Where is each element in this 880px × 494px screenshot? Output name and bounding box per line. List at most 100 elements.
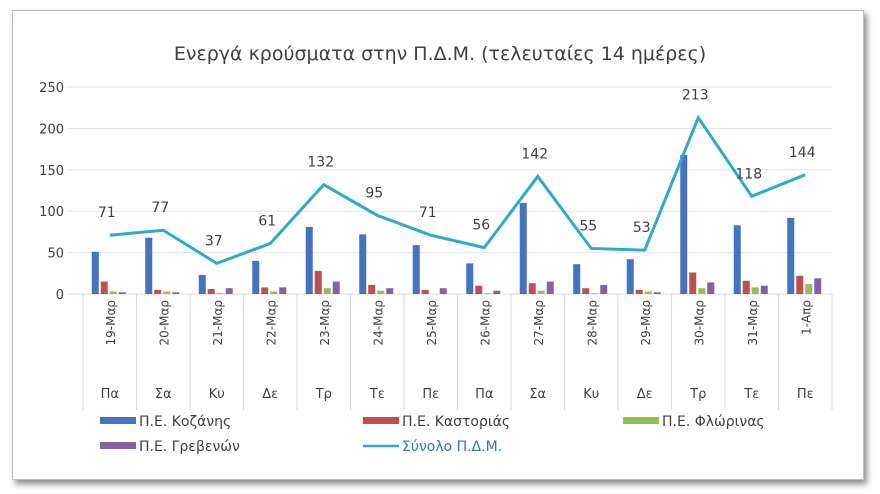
- day-label: Τρ: [689, 387, 706, 402]
- bar-1: [207, 289, 215, 294]
- bar-3: [386, 288, 394, 294]
- data-label: 213: [682, 88, 709, 104]
- data-label: 132: [307, 155, 334, 171]
- bar-0: [626, 259, 634, 294]
- bar-0: [787, 217, 795, 294]
- day-label: Κυ: [583, 387, 599, 402]
- legend-swatch: [363, 417, 399, 424]
- bar-1: [796, 275, 804, 294]
- bar-0: [519, 202, 527, 294]
- total-line: [109, 114, 806, 266]
- bar-2: [323, 288, 331, 294]
- bar-0: [680, 154, 688, 294]
- bar-1: [635, 289, 643, 294]
- bar-2: [377, 290, 385, 294]
- bar-1: [314, 270, 322, 294]
- legend-label: Π.Ε. Καστοριάς: [402, 414, 510, 430]
- data-label: 118: [735, 166, 762, 182]
- bar-2: [591, 293, 599, 294]
- bar-3: [653, 292, 661, 294]
- data-label: 95: [365, 185, 383, 201]
- bar-2: [216, 293, 224, 294]
- x-tick-label: 31-Μαρ: [746, 300, 760, 345]
- y-tick-label: 150: [39, 164, 64, 179]
- data-label: 77: [151, 200, 169, 216]
- bar-3: [172, 292, 180, 294]
- bar-2: [644, 291, 652, 294]
- bar-3: [600, 284, 608, 294]
- day-label: Δε: [262, 387, 278, 402]
- x-tick-label: 1-Απρ: [799, 300, 813, 335]
- bar-1: [421, 289, 429, 294]
- day-label: Κυ: [209, 387, 225, 402]
- legend-label: Π.Ε. Γρεβενών: [139, 439, 240, 455]
- bar-1: [100, 281, 108, 294]
- bar-3: [707, 282, 715, 294]
- bar-2: [270, 291, 278, 294]
- bar-1: [742, 280, 750, 294]
- bar-3: [225, 288, 233, 294]
- legend-label: Π.Ε. Φλώρινας: [662, 414, 765, 430]
- bar-1: [368, 284, 376, 294]
- bar-2: [163, 291, 171, 294]
- bar-0: [412, 245, 420, 294]
- legend-label: Π.Ε. Κοζάνης: [139, 414, 231, 430]
- x-tick-label: 29-Μαρ: [639, 300, 653, 345]
- x-tick-label: 20-Μαρ: [157, 300, 171, 345]
- x-tick-label: 27-Μαρ: [532, 300, 546, 345]
- bar-3: [814, 278, 822, 294]
- day-label: Σα: [155, 387, 172, 402]
- bar-1: [582, 288, 590, 294]
- bar-1: [689, 272, 697, 294]
- bar-0: [145, 237, 153, 294]
- day-label: Δε: [637, 387, 653, 402]
- data-label: 142: [521, 146, 548, 162]
- y-tick-label: 200: [39, 122, 64, 137]
- x-tick-label: 19-Μαρ: [104, 300, 118, 345]
- day-label: Πα: [101, 387, 119, 402]
- bar-1: [475, 285, 483, 294]
- bar-3: [493, 290, 501, 294]
- x-tick-label: 25-Μαρ: [425, 300, 439, 345]
- bar-0: [252, 260, 260, 294]
- bar-2: [805, 284, 813, 294]
- day-label: Πε: [422, 387, 439, 402]
- data-label: 55: [579, 218, 597, 234]
- bar-0: [359, 234, 367, 294]
- data-label: 71: [98, 205, 116, 221]
- day-label: Πε: [797, 387, 814, 402]
- x-tick-label: 24-Μαρ: [371, 300, 385, 345]
- bar-3: [279, 287, 287, 294]
- bar-0: [198, 274, 206, 294]
- bar-0: [305, 226, 313, 294]
- bar-0: [733, 225, 741, 294]
- y-tick-label: 50: [47, 247, 64, 262]
- chart-title: Ενεργά κρούσματα στην Π.Δ.Μ. (τελευταίες…: [174, 43, 706, 65]
- bar-1: [528, 283, 536, 294]
- x-tick-label: 28-Μαρ: [585, 300, 599, 345]
- bar-0: [91, 251, 99, 294]
- x-tick-label: 30-Μαρ: [692, 300, 706, 345]
- bar-3: [760, 285, 768, 294]
- data-label: 56: [472, 218, 490, 234]
- legend-swatch: [100, 417, 136, 424]
- bar-2: [698, 288, 706, 294]
- bar-3: [546, 281, 554, 294]
- data-label: 37: [205, 233, 223, 249]
- bar-3: [439, 288, 447, 294]
- day-label: Σα: [529, 387, 546, 402]
- data-label: 53: [633, 220, 651, 236]
- data-label: 61: [258, 213, 276, 229]
- data-label: 144: [789, 145, 816, 161]
- bar-1: [261, 287, 269, 294]
- bar-1: [154, 289, 162, 294]
- bar-2: [484, 293, 492, 294]
- bar-3: [332, 281, 340, 294]
- y-tick-label: 0: [56, 288, 64, 303]
- day-label: Τε: [369, 387, 385, 402]
- bar-2: [537, 290, 545, 294]
- bar-2: [109, 291, 117, 294]
- bar-0: [573, 264, 581, 294]
- y-tick-label: 250: [39, 81, 64, 96]
